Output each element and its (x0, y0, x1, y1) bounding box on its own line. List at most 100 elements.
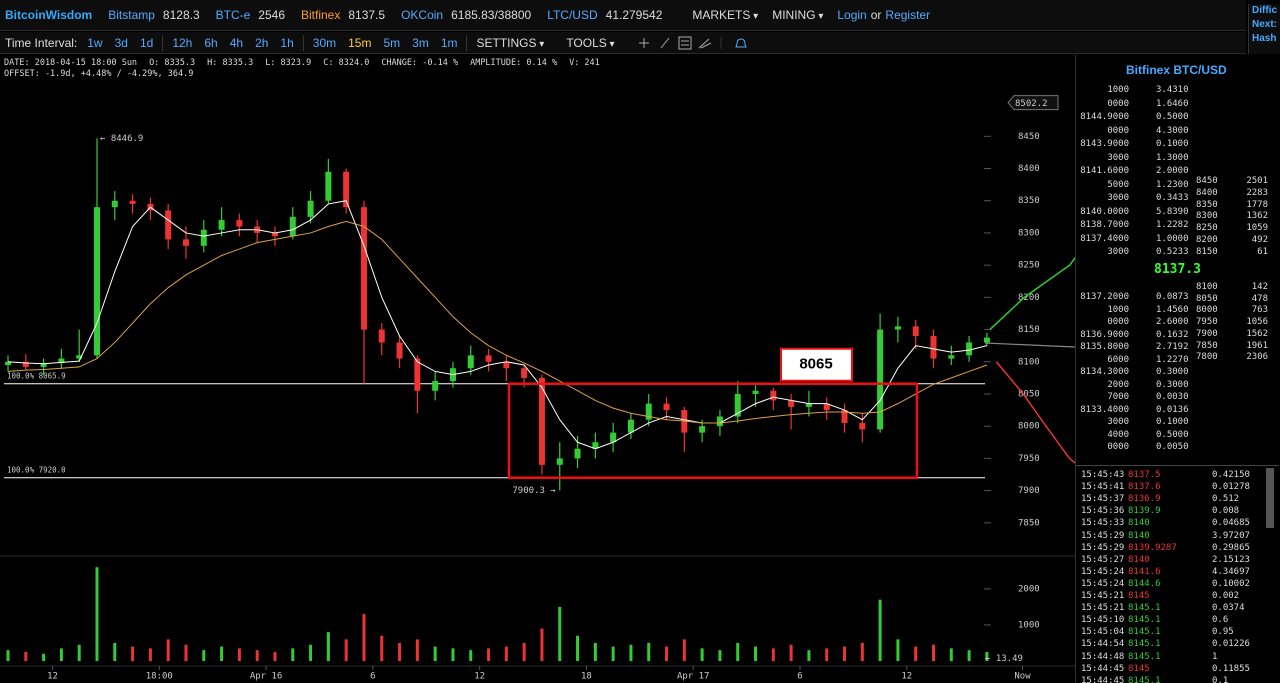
volume-bar (24, 651, 28, 661)
y-tick-label: 8400 (1018, 164, 1040, 174)
depth-mid-line (984, 342, 1075, 348)
bid-depth-price: 8000 (1196, 305, 1218, 316)
side-label: Next: (1252, 19, 1278, 30)
interval-button[interactable]: 3m (412, 35, 429, 50)
trade-amount: 0.95 (1212, 627, 1234, 638)
y-tick-label: 8150 (1018, 325, 1040, 335)
candle-body (734, 393, 741, 417)
trade-price: 8145 (1128, 591, 1150, 601)
ask-depth-amount: 492 (1251, 235, 1268, 245)
login-link[interactable]: Login (837, 8, 867, 22)
trade-price: 8140 (1128, 554, 1150, 565)
volume-bar (415, 639, 419, 661)
bid-amount: 0.1632 (1156, 329, 1189, 340)
bid-price: 2000 (1107, 379, 1129, 390)
volume-bar (700, 648, 704, 661)
interval-label: Time Interval: (5, 35, 78, 50)
volume-bar (718, 650, 722, 661)
volume-bar (682, 639, 686, 661)
candle-body (627, 419, 634, 433)
separator (162, 34, 164, 51)
volume-bar (932, 644, 936, 661)
trade-amount: 1 (1212, 651, 1218, 662)
trade-price: 8137.5 (1128, 470, 1161, 480)
interval-button[interactable]: 1m (440, 35, 458, 50)
candle-body (556, 458, 563, 465)
candle-body (841, 410, 848, 423)
ask-amount: 3.4310 (1156, 85, 1189, 95)
trade-amount: 0.1 (1212, 675, 1229, 683)
ask-depth-price: 8350 (1196, 199, 1218, 210)
candle-body (325, 171, 332, 201)
side-label: Hash (1252, 33, 1277, 44)
interval-button[interactable]: 15m (348, 35, 372, 50)
ticker[interactable]: LTC/USD 41.279542 (547, 8, 662, 22)
volume-bar (949, 648, 953, 661)
candle-body (930, 335, 937, 359)
nav-menu[interactable]: MINING (772, 8, 823, 22)
bid-depth-amount: 2306 (1246, 352, 1268, 363)
volume-bar (273, 651, 277, 661)
toolbar: Time Interval: 1w 3d 1d 12h 6h 4h 2h 1h 30m 15m 5m 3… (0, 32, 1246, 54)
interval-button[interactable]: 5m (383, 35, 401, 50)
info-field: H: 8335.3 (207, 58, 254, 68)
trade-amount: 0.04685 (1212, 518, 1250, 529)
bid-depth-price: 7950 (1196, 317, 1218, 328)
volume-bar (469, 650, 473, 661)
toolbar-menu[interactable]: TOOLS (566, 36, 614, 50)
bid-depth-price: 7850 (1196, 340, 1218, 351)
ask-price: 8138.7000 (1080, 220, 1129, 230)
ticker[interactable]: BTC-e 2546 (216, 8, 285, 22)
volume-bar (914, 646, 918, 661)
ticker[interactable]: OKCoin 6185.83/38800 (401, 8, 531, 22)
interval-button[interactable]: 12h (172, 35, 193, 50)
bid-price: 6000 (1107, 354, 1129, 365)
volume-bar (95, 567, 99, 661)
bid-price: 0000 (1107, 317, 1129, 327)
candle-body (859, 422, 866, 430)
x-tick-label: 18 (581, 672, 592, 682)
brand-logo[interactable]: BitcoinWisdom (5, 8, 93, 22)
interval-button[interactable]: 3d (114, 35, 128, 50)
nav-menu[interactable]: MARKETS (692, 8, 758, 22)
bid-amount: 0.1000 (1156, 417, 1189, 427)
interval-button[interactable]: 1w (87, 35, 103, 50)
candle-body (236, 220, 243, 227)
interval-button[interactable]: 1d (139, 35, 154, 50)
volume-bar (878, 599, 882, 661)
ask-amount: 1.6460 (1156, 98, 1189, 109)
interval-button[interactable]: 6h (204, 35, 218, 50)
ticker-price: 8137.5 (348, 8, 386, 22)
trade-time: 15:45:36 (1081, 506, 1125, 517)
y-tick-label: 8200 (1018, 293, 1040, 303)
interval-button[interactable]: 30m (312, 35, 337, 50)
ticker[interactable]: Bitfinex 8137.5 (301, 8, 385, 22)
volume-bar (593, 642, 597, 661)
interval-button[interactable]: 4h (229, 35, 244, 50)
drawing-tools[interactable] (637, 35, 777, 51)
interval-button[interactable]: 1h (280, 35, 294, 50)
ask-price: 3000 (1107, 247, 1129, 257)
ask-amount: 0.3433 (1156, 193, 1189, 203)
trade-time: 15:44:54 (1081, 639, 1125, 650)
register-link[interactable]: Register (885, 8, 931, 22)
volume-bar (967, 650, 971, 661)
candle-body (111, 200, 118, 208)
trade-amount: 4.34697 (1212, 566, 1250, 577)
volume-bar (220, 646, 224, 661)
interval-button[interactable]: 2h (255, 35, 269, 50)
x-tick-label: 6 (797, 672, 802, 682)
volume-bar (344, 639, 348, 661)
toolbar-menu[interactable]: SETTINGS (476, 36, 544, 50)
scrollbar[interactable] (1266, 468, 1274, 528)
ask-depth-price: 8450 (1196, 176, 1218, 186)
volume-tick-label: 1000 (1018, 620, 1040, 630)
ticker[interactable]: Bitstamp 8128.3 (108, 8, 199, 22)
trade-price: 8140 (1128, 518, 1150, 529)
candle-body (912, 326, 919, 336)
y-tick-label: 8250 (1018, 261, 1040, 271)
candle-body (805, 403, 812, 407)
ask-depth-price: 8150 (1196, 246, 1218, 257)
volume-bar (504, 646, 508, 661)
volume-bar (576, 635, 580, 661)
